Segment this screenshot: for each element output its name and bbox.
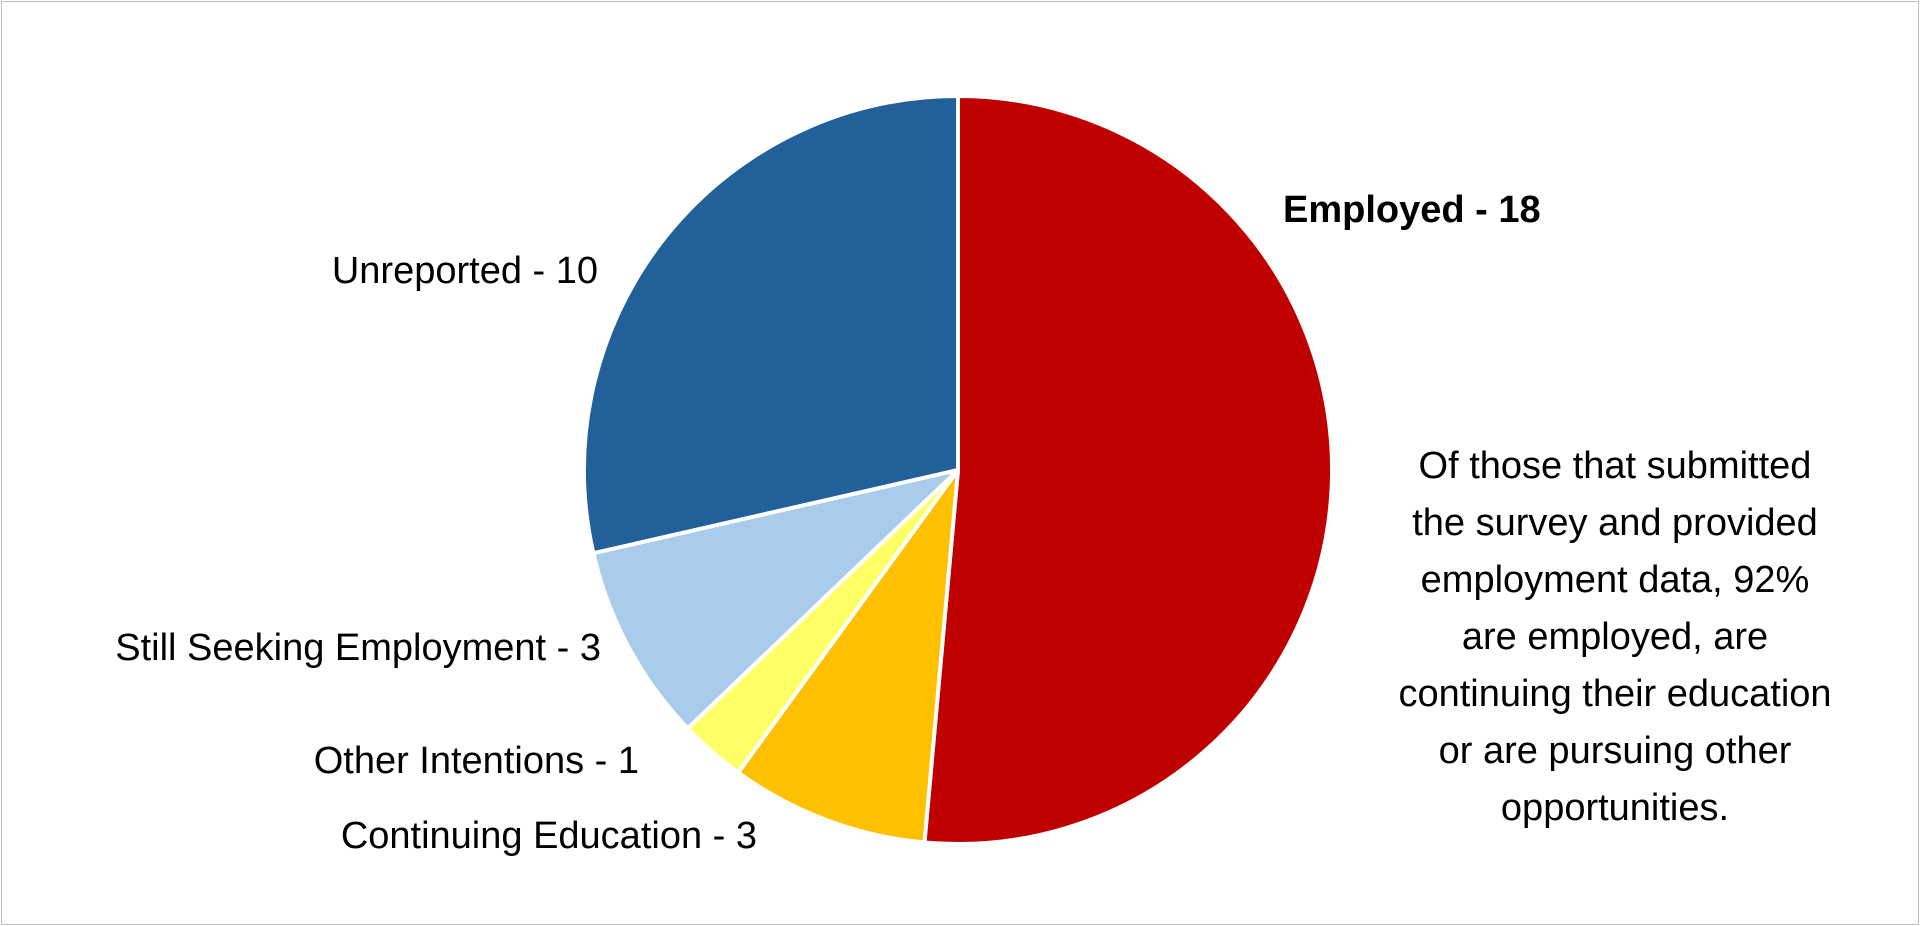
pie-slice bbox=[582, 94, 960, 556]
annotation-line: continuing their education bbox=[1398, 673, 1832, 715]
slice-label: Continuing Education - 3 bbox=[341, 815, 757, 857]
annotation-line: Of those that submitted bbox=[1418, 445, 1812, 487]
annotation-line: opportunities. bbox=[1500, 787, 1730, 829]
pie-slice bbox=[591, 468, 960, 731]
annotation-line: the survey and provided bbox=[1412, 502, 1818, 544]
annotation-line: employment data, 92% bbox=[1420, 559, 1810, 601]
slice-labels: Employed - 18 Continuing Education - 3 Oth… bbox=[115, 189, 1540, 857]
slice-label: Still Seeking Employment - 3 bbox=[115, 627, 601, 669]
pie-slice bbox=[922, 94, 1334, 846]
annotation-line: or are pursuing other bbox=[1438, 730, 1792, 772]
slice-label: Other Intentions - 1 bbox=[314, 740, 639, 782]
pie-slice bbox=[736, 468, 960, 845]
pie-slices bbox=[582, 94, 1334, 846]
slice-label: Employed - 18 bbox=[1283, 189, 1541, 231]
summary-annotation: Of those that submitted the survey and p… bbox=[1355, 438, 1875, 837]
slice-label: Unreported - 10 bbox=[332, 250, 598, 292]
annotation-line: are employed, are bbox=[1461, 616, 1769, 658]
